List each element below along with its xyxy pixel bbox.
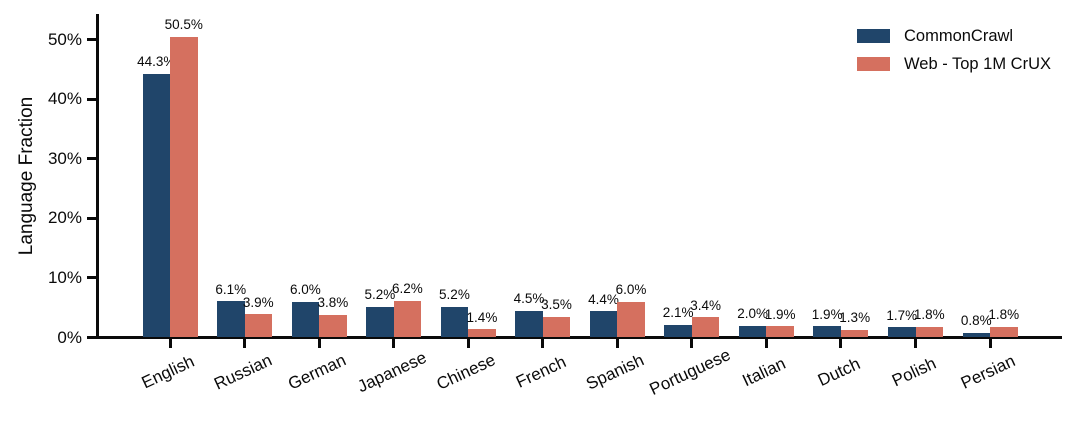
value-label-commoncrawl-polish: 1.7% [886,307,918,323]
x-tick-portuguese [690,339,694,348]
bar-commoncrawl-chinese [440,306,469,338]
y-tick-label-10: 10% [47,267,82,287]
bar-commoncrawl-dutch [813,326,841,338]
value-label-web-top-1m-crux-spanish: 6.0% [615,282,647,298]
value-label-web-top-1m-crux-japanese: 6.2% [392,281,423,297]
value-label-commoncrawl-german: 6.0% [289,282,321,298]
bar-commoncrawl-german [291,301,320,338]
x-axis-label-english: English [138,351,198,393]
x-tick-spanish [615,339,619,348]
x-tick-dutch [839,339,843,348]
x-tick-russian [243,339,247,348]
value-label-commoncrawl-french: 4.5% [513,291,545,307]
y-tick-label-50: 50% [47,29,82,49]
y-tick-label-0: 0% [57,327,82,347]
x-axis-label-spanish: Spanish [583,350,648,394]
legend: CommonCrawl Web - Top 1M CrUX [857,22,1051,78]
bar-web-top-1m-crux-japanese [393,300,422,338]
value-label-commoncrawl-japanese: 5.2% [364,287,396,303]
y-tick-20 [87,216,96,220]
bar-commoncrawl-japanese [366,306,394,338]
value-label-web-top-1m-crux-persian: 1.8% [988,307,1020,323]
bar-commoncrawl-french [515,310,543,338]
value-label-commoncrawl-spanish: 4.4% [588,291,619,307]
bar-commoncrawl-spanish [589,311,618,338]
bar-web-top-1m-crux-english [170,36,198,338]
x-tick-japanese [392,339,396,348]
x-axis-label-dutch: Dutch [814,354,864,390]
value-label-web-top-1m-crux-portuguese: 3.4% [690,297,721,313]
legend-item-commoncrawl: CommonCrawl [857,22,1051,50]
x-tick-german [317,339,321,348]
y-tick-label-40: 40% [47,89,82,109]
x-axis-label-japanese: Japanese [354,347,430,397]
bar-web-top-1m-crux-russian [244,314,273,338]
bar-commoncrawl-russian [217,301,245,338]
value-label-commoncrawl-portuguese: 2.1% [662,305,694,321]
value-label-web-top-1m-crux-polish: 1.8% [913,307,945,323]
value-label-web-top-1m-crux-english: 50.5% [164,17,203,33]
value-label-commoncrawl-dutch: 1.9% [811,306,843,322]
value-label-commoncrawl-russian: 6.1% [215,281,247,297]
value-label-web-top-1m-crux-german: 3.8% [317,295,349,311]
bar-web-top-1m-crux-chinese [468,329,496,338]
value-label-commoncrawl-chinese: 5.2% [439,287,470,303]
y-axis-line [96,14,99,339]
x-axis-label-russian: Russian [210,350,275,394]
x-tick-french [541,339,545,348]
bar-commoncrawl-english [142,73,170,338]
value-label-commoncrawl-italian: 2.0% [737,306,769,322]
bar-web-top-1m-crux-german [319,314,347,338]
bar-commoncrawl-polish [888,327,916,338]
y-tick-40 [87,97,96,101]
y-tick-10 [87,276,96,280]
y-tick-50 [87,38,96,42]
y-tick-30 [87,157,96,161]
x-tick-italian [764,339,768,348]
value-label-web-top-1m-crux-french: 3.5% [541,297,572,313]
bar-web-top-1m-crux-persian [990,326,1018,338]
bar-web-top-1m-crux-spanish [617,301,645,338]
x-tick-persian [988,339,992,348]
x-axis-label-chinese: Chinese [433,350,499,394]
bar-web-top-1m-crux-portuguese [691,317,720,338]
legend-swatch-web-top-1m-crux [857,57,890,71]
x-axis-label-french: French [512,352,569,392]
value-label-web-top-1m-crux-italian: 1.9% [764,306,796,322]
bar-commoncrawl-persian [962,332,991,338]
bar-commoncrawl-portuguese [664,324,692,338]
value-label-web-top-1m-crux-chinese: 1.4% [466,309,498,325]
bar-web-top-1m-crux-dutch [840,329,869,338]
value-label-web-top-1m-crux-russian: 3.9% [242,294,274,310]
bar-commoncrawl-italian [738,325,767,338]
x-axis-label-italian: Italian [739,353,789,391]
x-tick-chinese [466,339,470,348]
x-axis-label-polish: Polish [888,353,939,391]
bar-web-top-1m-crux-polish [915,326,943,338]
legend-swatch-commoncrawl [857,29,890,43]
y-tick-0 [87,336,96,339]
value-label-web-top-1m-crux-dutch: 1.3% [839,310,871,326]
x-axis-label-portuguese: Portuguese [646,345,734,399]
y-tick-label-30: 30% [47,148,82,168]
x-axis-label-persian: Persian [957,351,1019,393]
x-axis-label-german: German [285,350,349,394]
bar-web-top-1m-crux-french [542,316,571,338]
x-tick-english [168,339,172,348]
legend-label-web-top-1m-crux: Web - Top 1M CrUX [904,55,1052,73]
y-tick-label-20: 20% [47,208,82,228]
legend-item-web-top-1m-crux: Web - Top 1M CrUX [857,50,1051,78]
bar-web-top-1m-crux-italian [766,326,794,338]
value-label-commoncrawl-persian: 0.8% [960,313,992,329]
value-label-commoncrawl-english: 44.3% [137,54,176,70]
x-tick-polish [914,339,917,348]
legend-label-commoncrawl: CommonCrawl [904,27,1014,45]
x-axis-line [96,336,1062,339]
